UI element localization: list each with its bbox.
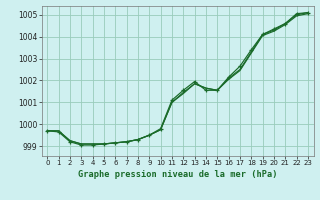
X-axis label: Graphe pression niveau de la mer (hPa): Graphe pression niveau de la mer (hPa) — [78, 170, 277, 179]
